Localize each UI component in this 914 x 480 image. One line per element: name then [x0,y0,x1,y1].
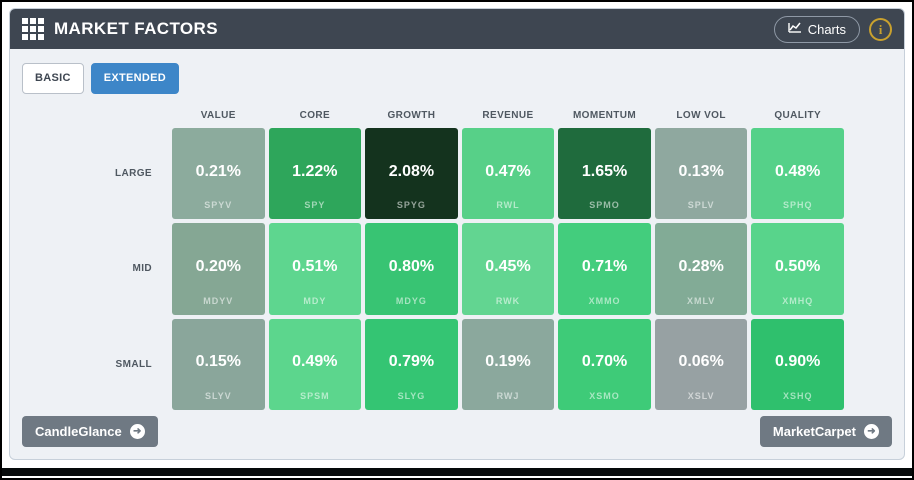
cell-ticker: SPYG [396,200,426,211]
cell-value: 0.49% [292,353,338,371]
factor-cell[interactable]: 0.15% SLYV [172,318,265,410]
panel-header-left: MARKET FACTORS [22,18,218,40]
cell-value: 2.08% [388,162,435,180]
panel-header-right: Charts i [773,15,892,43]
factor-cell[interactable]: 1.22% SPY [268,128,362,220]
charts-button[interactable]: Charts [773,15,860,43]
row-label: LARGE [115,168,152,180]
marketcarpet-button-label: MarketCarpet [772,424,856,439]
column-header: LOW VOL [676,110,726,121]
grid-icon [22,18,44,40]
factor-matrix: VALUE CORE GROWTH REVENUE MOMENTUM LOW VOL QUA… [10,102,904,416]
factor-cell[interactable]: 1.65% SPMO [558,128,651,220]
info-icon-glyph: i [878,21,883,37]
factor-cell[interactable]: 0.20% MDYV [172,223,265,315]
cell-ticker: MDYV [203,295,234,306]
factor-cell[interactable]: 0.47% RWL [461,128,555,220]
info-icon[interactable]: i [869,17,892,41]
cell-value: 0.15% [195,353,241,371]
matrix-corner-spacer [22,102,168,124]
cell-ticker: SPHQ [782,200,813,211]
cell-value: 0.50% [775,257,821,275]
footer-row: CandleGlance ➜ MarketCarpet ➜ [10,416,904,459]
cell-ticker: MDY [303,295,327,306]
view-toggle-row: BASIC EXTENDED [10,49,904,102]
market-factors-panel: MARKET FACTORS Charts i BASIC EXTENDED V… [9,8,905,460]
cell-value: 0.21% [195,162,241,180]
panel-header: MARKET FACTORS Charts i [10,9,904,49]
cell-value: 0.45% [485,257,531,275]
factor-cell[interactable]: 2.08% SPYG [365,128,458,220]
factor-cell[interactable]: 0.49% SPSM [268,318,362,410]
panel-title: MARKET FACTORS [54,19,218,38]
factor-cell[interactable]: 0.28% XMLV [654,223,748,315]
basic-toggle-button[interactable]: BASIC [22,63,84,94]
candleglance-button[interactable]: CandleGlance ➜ [22,416,158,447]
cell-value: 0.48% [775,162,821,180]
cell-ticker: MDYG [395,295,427,306]
factor-cell[interactable]: 0.70% XSMO [558,318,651,410]
cell-ticker: XSLV [687,391,715,401]
factor-cell[interactable]: 0.21% SPYV [172,128,265,220]
cell-value: 1.22% [292,162,338,180]
cell-ticker: SPYV [204,200,233,211]
factor-cell[interactable]: 0.19% RWJ [461,318,555,410]
cell-ticker: SPLV [687,200,715,211]
cell-ticker: XMLV [686,295,716,306]
row-label: SMALL [115,358,152,370]
marketcarpet-button[interactable]: MarketCarpet ➜ [759,416,892,447]
cell-value: 0.47% [485,162,531,180]
arrow-circle-right-icon: ➜ [129,424,145,439]
factor-cell[interactable]: 0.48% SPHQ [751,128,844,220]
cell-ticker: XSMO [589,391,620,401]
cell-ticker: XMHQ [782,295,814,306]
row-label: MID [132,263,152,275]
cell-ticker: SPSM [300,391,330,401]
factor-cell[interactable]: 0.13% SPLV [654,128,748,220]
cell-value: 0.51% [292,257,338,275]
cell-value: 0.28% [678,257,724,275]
cell-value: 0.79% [388,353,435,371]
cell-ticker: RWJ [496,391,520,401]
next-panel-edge [2,468,912,476]
factor-cell[interactable]: 0.45% RWK [461,223,555,315]
line-chart-icon [788,22,802,37]
factor-cell[interactable]: 0.06% XSLV [654,318,748,410]
extended-toggle-button[interactable]: EXTENDED [90,63,180,94]
cell-ticker: SPMO [589,200,620,211]
column-header: CORE [299,110,331,121]
cell-value: 0.20% [195,257,241,275]
factor-cell[interactable]: 0.51% MDY [268,223,362,315]
factor-cell[interactable]: 0.79% SLYG [365,318,458,410]
cell-ticker: SLYG [397,391,426,401]
arrow-circle-right-icon: ➜ [864,424,879,439]
factor-cell[interactable]: 0.80% MDYG [365,223,458,315]
factor-cell[interactable]: 0.90% XSHQ [751,318,844,410]
charts-button-label: Charts [807,21,846,37]
cell-ticker: RWK [495,295,521,306]
cell-ticker: XMMO [588,295,621,306]
factor-cell[interactable]: 0.71% XMMO [558,223,651,315]
cell-value: 0.13% [678,162,724,180]
column-header: QUALITY [774,110,822,121]
cell-ticker: SPY [304,200,326,211]
cell-value: 0.80% [388,257,435,275]
cell-value: 0.90% [775,353,821,371]
cell-ticker: RWL [496,200,520,211]
candleglance-button-label: CandleGlance [35,424,122,439]
cell-ticker: SLYV [204,391,232,401]
column-header: REVENUE [482,110,534,121]
column-header: GROWTH [387,110,436,121]
cell-value: 0.71% [581,257,628,275]
cell-value: 0.19% [485,353,531,371]
factor-cell[interactable]: 0.50% XMHQ [751,223,844,315]
cell-ticker: XSHQ [782,391,813,401]
cell-value: 0.06% [678,353,724,371]
column-header: VALUE [200,110,236,121]
cell-value: 0.70% [581,353,628,371]
column-header: MOMENTUM [572,110,637,121]
cell-value: 1.65% [581,162,628,180]
